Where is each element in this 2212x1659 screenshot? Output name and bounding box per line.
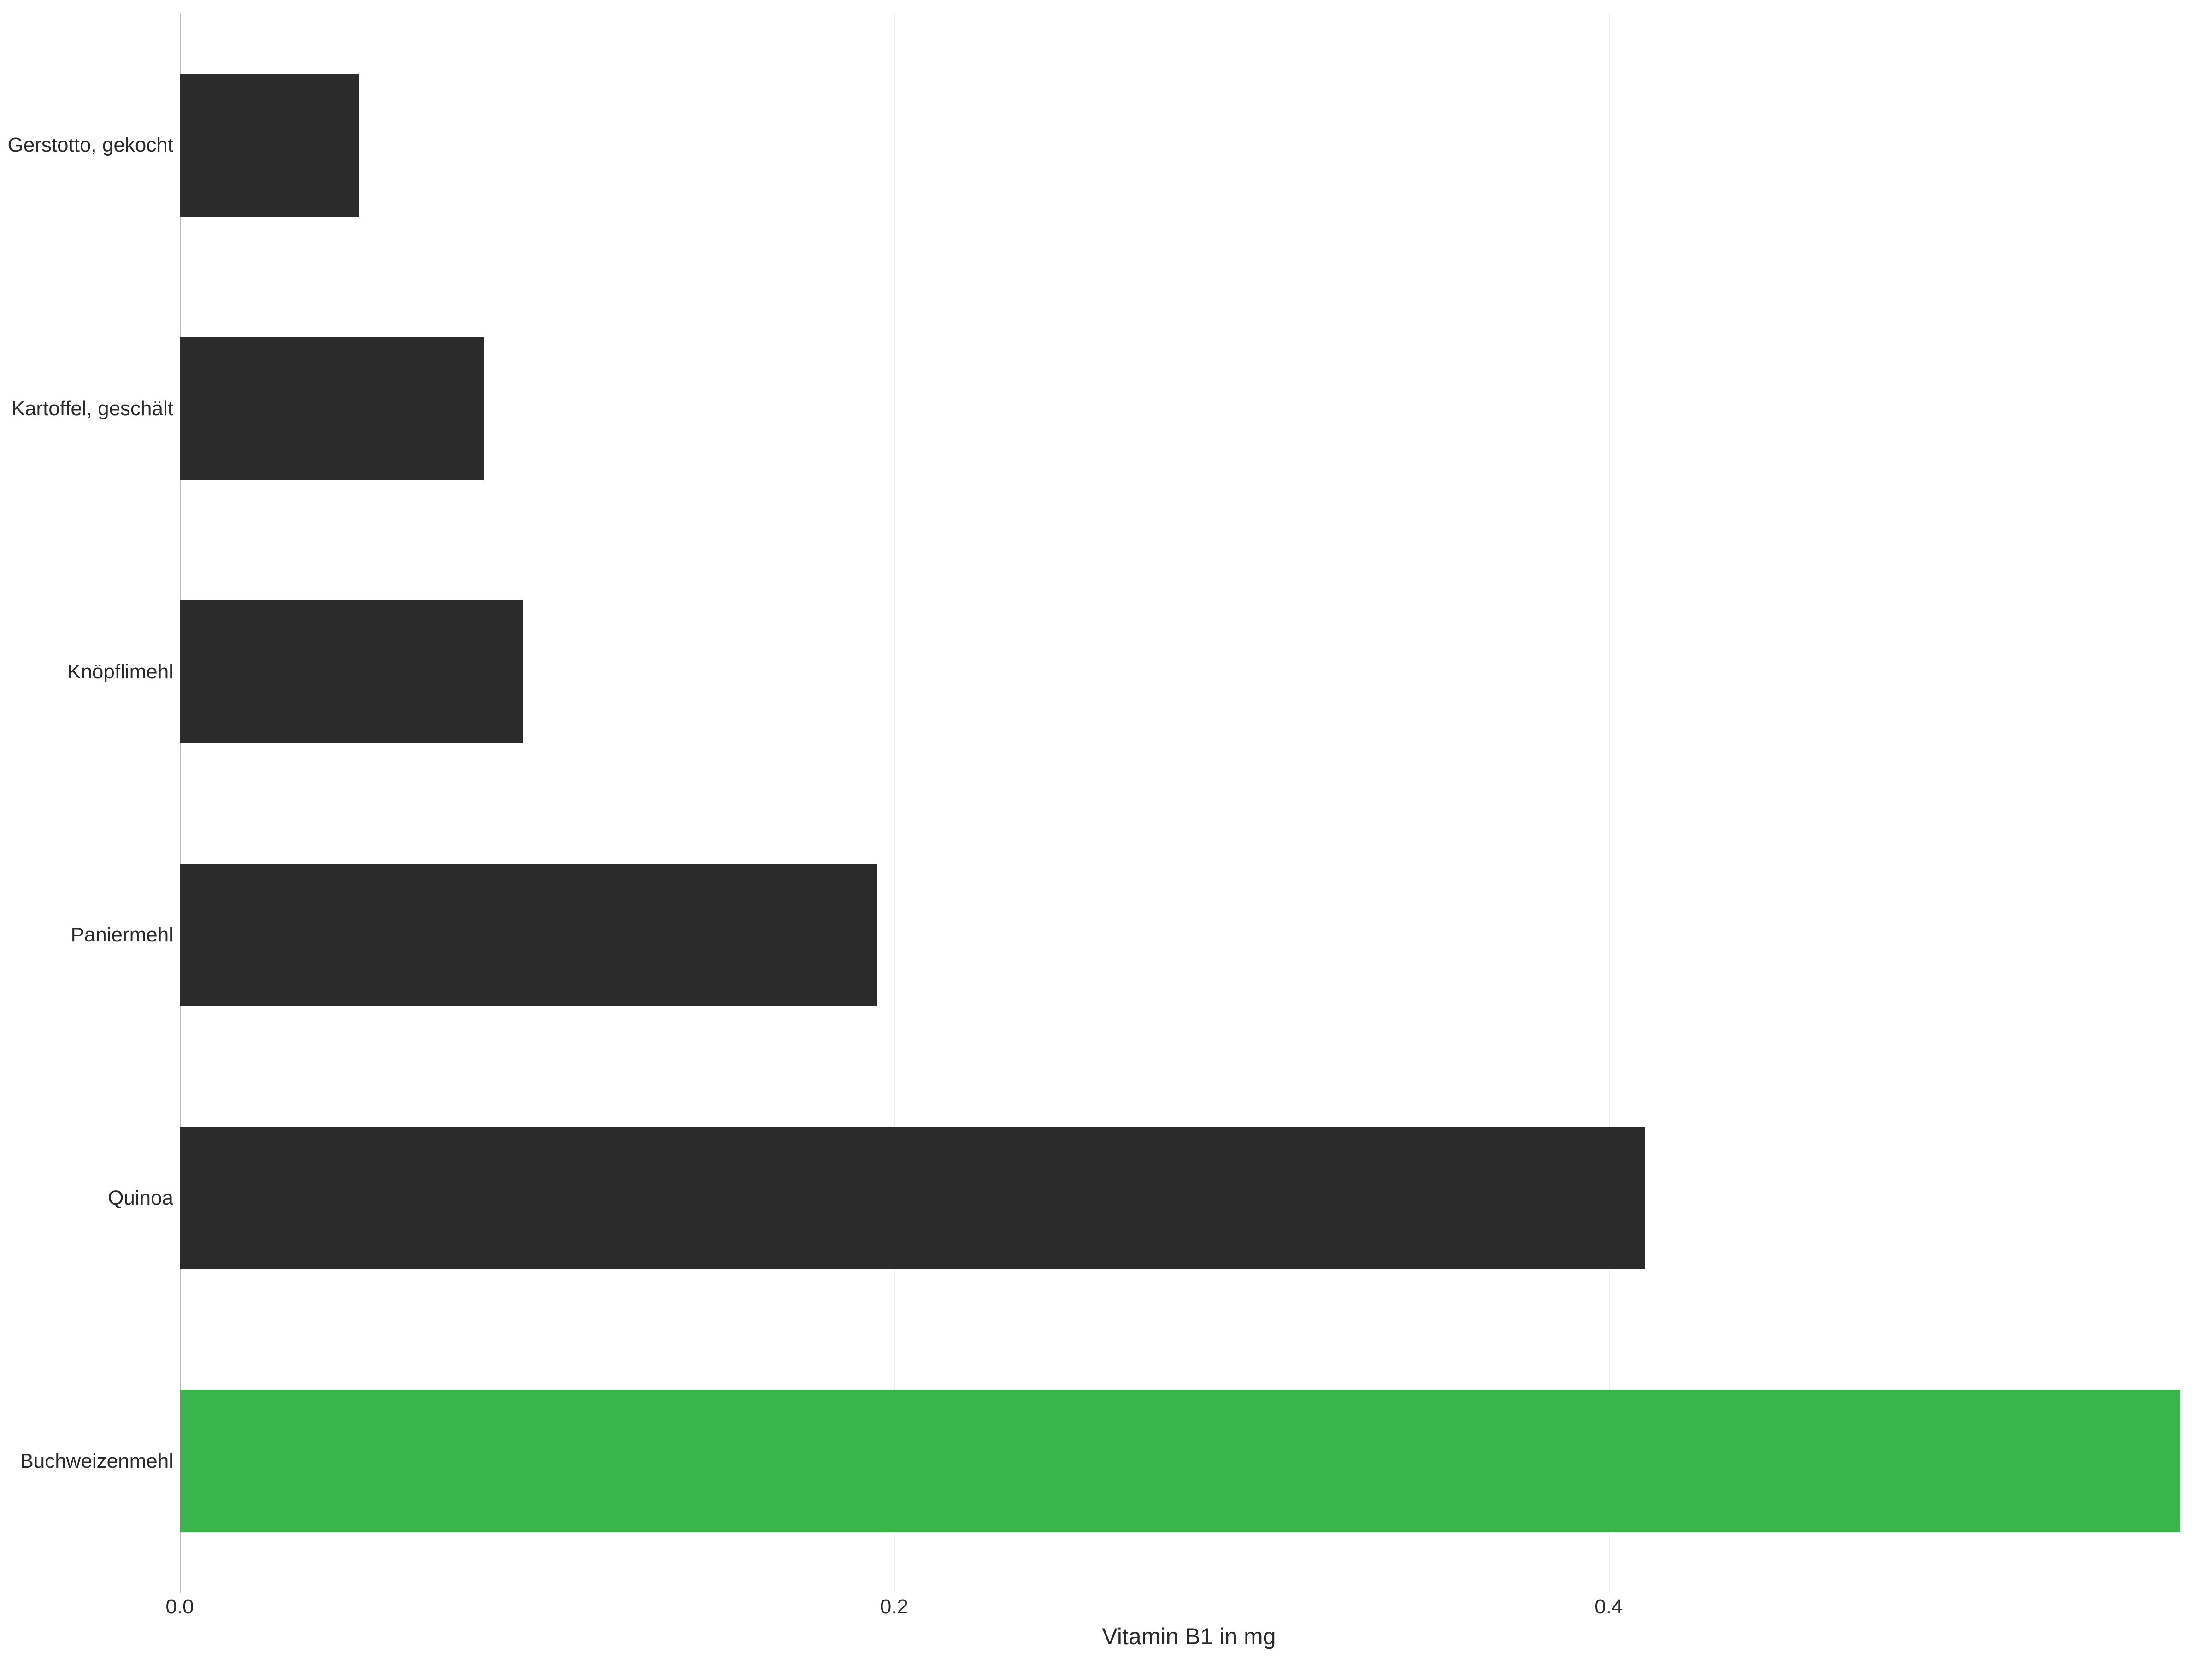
y-axis-labels: Gerstotto, gekocht Kartoffel, geschält Knö… — [5, 14, 180, 1593]
chart-container: Gerstotto, gekocht Kartoffel, geschält Knö… — [0, 0, 2212, 1659]
x-title-row: Vitamin B1 in mg — [5, 1620, 2198, 1654]
bar — [180, 864, 877, 1006]
x-tick-label: 0.0 — [165, 1595, 194, 1618]
bar — [180, 600, 523, 742]
x-tick-label: 0.2 — [880, 1595, 908, 1618]
plot-area — [180, 14, 2198, 1593]
x-axis-title: Vitamin B1 in mg — [180, 1620, 2198, 1654]
x-axis-row: 0.0 0.2 0.4 — [5, 1593, 2198, 1620]
bar — [180, 1127, 1645, 1269]
y-axis-label: Kartoffel, geschält — [12, 397, 173, 420]
gridline — [180, 14, 181, 1593]
x-title-spacer — [5, 1620, 180, 1654]
x-axis: 0.00.20.4 — [180, 1593, 2198, 1620]
plot-row: Gerstotto, gekocht Kartoffel, geschält Knö… — [5, 14, 2198, 1593]
y-axis-label: Paniermehl — [71, 924, 173, 947]
bar — [180, 1390, 2180, 1532]
bar — [180, 74, 359, 216]
gridline — [1609, 14, 1610, 1593]
y-axis-label: Gerstotto, gekocht — [7, 134, 173, 157]
x-tick-label: 0.4 — [1594, 1595, 1623, 1618]
y-axis-label: Knöpflimehl — [67, 660, 173, 683]
y-axis-label: Quinoa — [108, 1187, 173, 1210]
y-axis-label: Buchweizenmehl — [20, 1450, 173, 1473]
gridline — [894, 14, 895, 1593]
bar — [180, 337, 484, 479]
x-axis-spacer — [5, 1593, 180, 1620]
